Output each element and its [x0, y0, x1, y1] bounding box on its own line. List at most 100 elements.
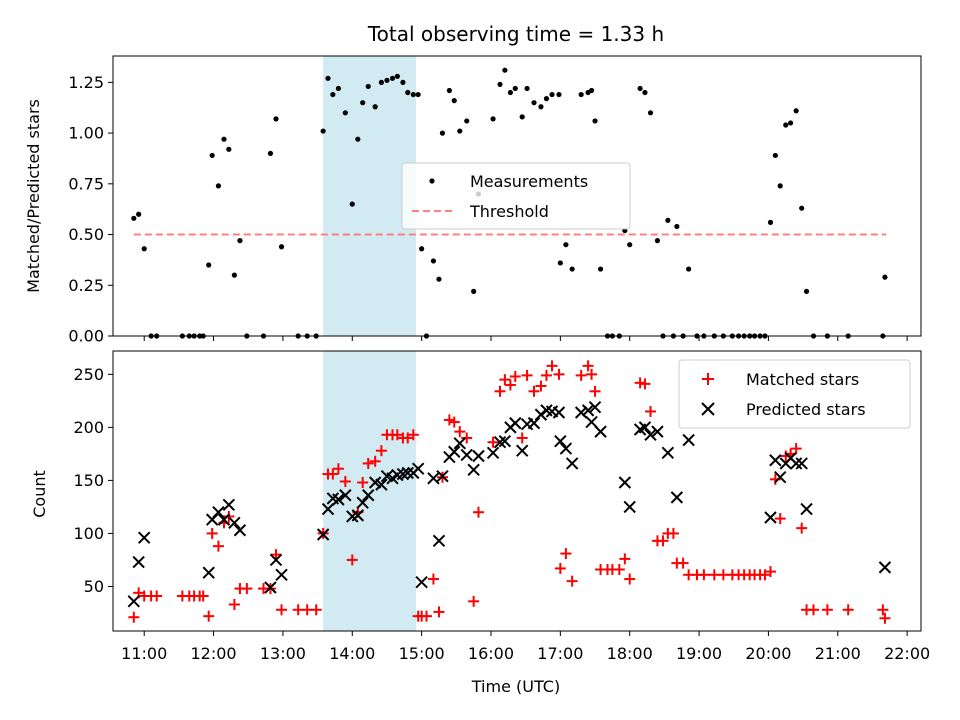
x-tick-label: 16:00	[468, 644, 514, 663]
legend-x-marker	[701, 402, 715, 416]
measurement-point	[325, 75, 331, 81]
predicted-star-point	[467, 463, 480, 476]
y-tick-label: 50	[84, 577, 104, 596]
bottom-x-axis: 11:00 12:00 13:00 14:00 15:00 16:00 17:00 18:00…	[121, 631, 930, 663]
predicted-star-point	[764, 511, 777, 524]
measurement-point	[436, 276, 442, 282]
predicted-star-point	[453, 437, 466, 450]
predicted-star-point	[661, 446, 675, 460]
legend-label-measurements: Measurements	[470, 172, 588, 191]
bottom-legend: Matched stars Predicted stars	[678, 359, 911, 429]
predicted-star-point	[332, 493, 345, 506]
matched-star-point	[624, 573, 636, 585]
predicted-star-point	[552, 406, 566, 419]
y-tick-label: 100	[73, 524, 104, 543]
matched-star-point	[554, 562, 566, 574]
predicted-star-point	[138, 531, 151, 544]
predicted-star-point	[202, 566, 215, 579]
measurement-point	[783, 122, 789, 128]
predicted-star-point	[212, 506, 225, 519]
matched-star-point	[634, 377, 646, 389]
predicted-stars-series	[127, 401, 892, 608]
counts-panel: 50 100 150 200 250 11:00 12:00 13:00 14:00 15:00…	[30, 350, 930, 696]
predicted-star-point	[411, 462, 425, 475]
measurement-point	[457, 128, 463, 134]
matched-star-point	[879, 612, 891, 624]
measurement-point	[464, 118, 470, 124]
measurement-point	[231, 272, 237, 278]
measurement-point	[799, 205, 805, 211]
matched-star-point	[759, 569, 771, 581]
matched-star-point	[327, 468, 339, 480]
predicted-star-point	[769, 454, 782, 467]
predicted-star-point	[773, 471, 787, 484]
y-tick-label: 0.75	[68, 174, 104, 193]
predicted-star-point	[321, 502, 335, 516]
matched-star-point	[535, 380, 547, 392]
measurement-point	[141, 246, 147, 252]
measurement-point	[686, 266, 692, 272]
predicted-star-point	[623, 500, 636, 514]
predicted-star-point	[594, 425, 607, 438]
x-tick-label: 15:00	[399, 644, 445, 663]
predicted-star-point	[132, 555, 145, 569]
matched-star-point	[528, 385, 540, 397]
matched-star-point	[454, 426, 466, 438]
predicted-star-point	[228, 516, 241, 530]
predicted-star-point	[651, 425, 664, 438]
predicted-star-point	[375, 478, 388, 491]
measurement-point	[355, 136, 361, 142]
measurement-point	[335, 85, 342, 92]
x-tick-label: 11:00	[121, 644, 167, 663]
measurement-point	[378, 79, 385, 85]
observing-window-shade	[323, 56, 417, 336]
matched-star-point	[332, 463, 344, 475]
y-tick-label: 250	[73, 365, 104, 384]
measurement-point	[502, 67, 508, 73]
measurement-point	[549, 91, 555, 98]
matched-star-point	[499, 374, 511, 386]
measurement-point	[206, 262, 212, 268]
matched-star-point	[790, 443, 802, 455]
predicted-star-point	[559, 442, 573, 455]
matched-star-point	[339, 475, 351, 487]
measurement-point	[267, 150, 274, 156]
predicted-star-point	[415, 576, 428, 589]
measurement-point	[226, 146, 232, 152]
matched-star-point	[448, 416, 460, 428]
x-axis-label: Time (UTC)	[471, 677, 560, 696]
matched-star-point	[774, 513, 786, 525]
predicted-star-point	[515, 444, 529, 457]
top-legend-box	[401, 162, 631, 230]
measurement-point	[597, 266, 604, 272]
bottom-legend-box	[678, 359, 911, 429]
matched-star-point	[203, 610, 215, 622]
predicted-star-point	[127, 595, 141, 608]
top-y-axis-label: Matched/Predicted stars	[24, 99, 43, 293]
measurement-point	[674, 223, 680, 230]
matched-star-point	[509, 370, 521, 382]
matched-star-point	[357, 477, 369, 489]
measurement-point	[519, 114, 525, 120]
matched-star-point	[402, 432, 414, 444]
measurements-panel: 0.00 0.25 0.50 0.75 1.00 1.25 Matched/Predict…	[24, 55, 922, 346]
predicted-star-point	[351, 509, 365, 522]
measurement-point	[410, 91, 416, 98]
measurement-point	[654, 238, 661, 244]
predicted-star-point	[460, 448, 473, 462]
predicted-star-point	[217, 513, 231, 526]
bottom-y-axis: 50 100 150 200 250	[73, 365, 113, 596]
matched-star-point	[473, 506, 485, 518]
matched-star-point	[546, 360, 558, 372]
predicted-star-point	[432, 534, 446, 548]
measurement-point	[372, 104, 378, 110]
predicted-star-point	[264, 581, 277, 594]
measurement-point	[497, 81, 503, 88]
matched-star-point	[391, 429, 403, 441]
figure-title: Total observing time = 1.33 h	[367, 22, 664, 46]
measurement-point	[439, 130, 446, 136]
predicted-star-point	[233, 524, 247, 537]
matched-star-point	[589, 385, 601, 397]
predicted-star-point	[618, 476, 632, 489]
